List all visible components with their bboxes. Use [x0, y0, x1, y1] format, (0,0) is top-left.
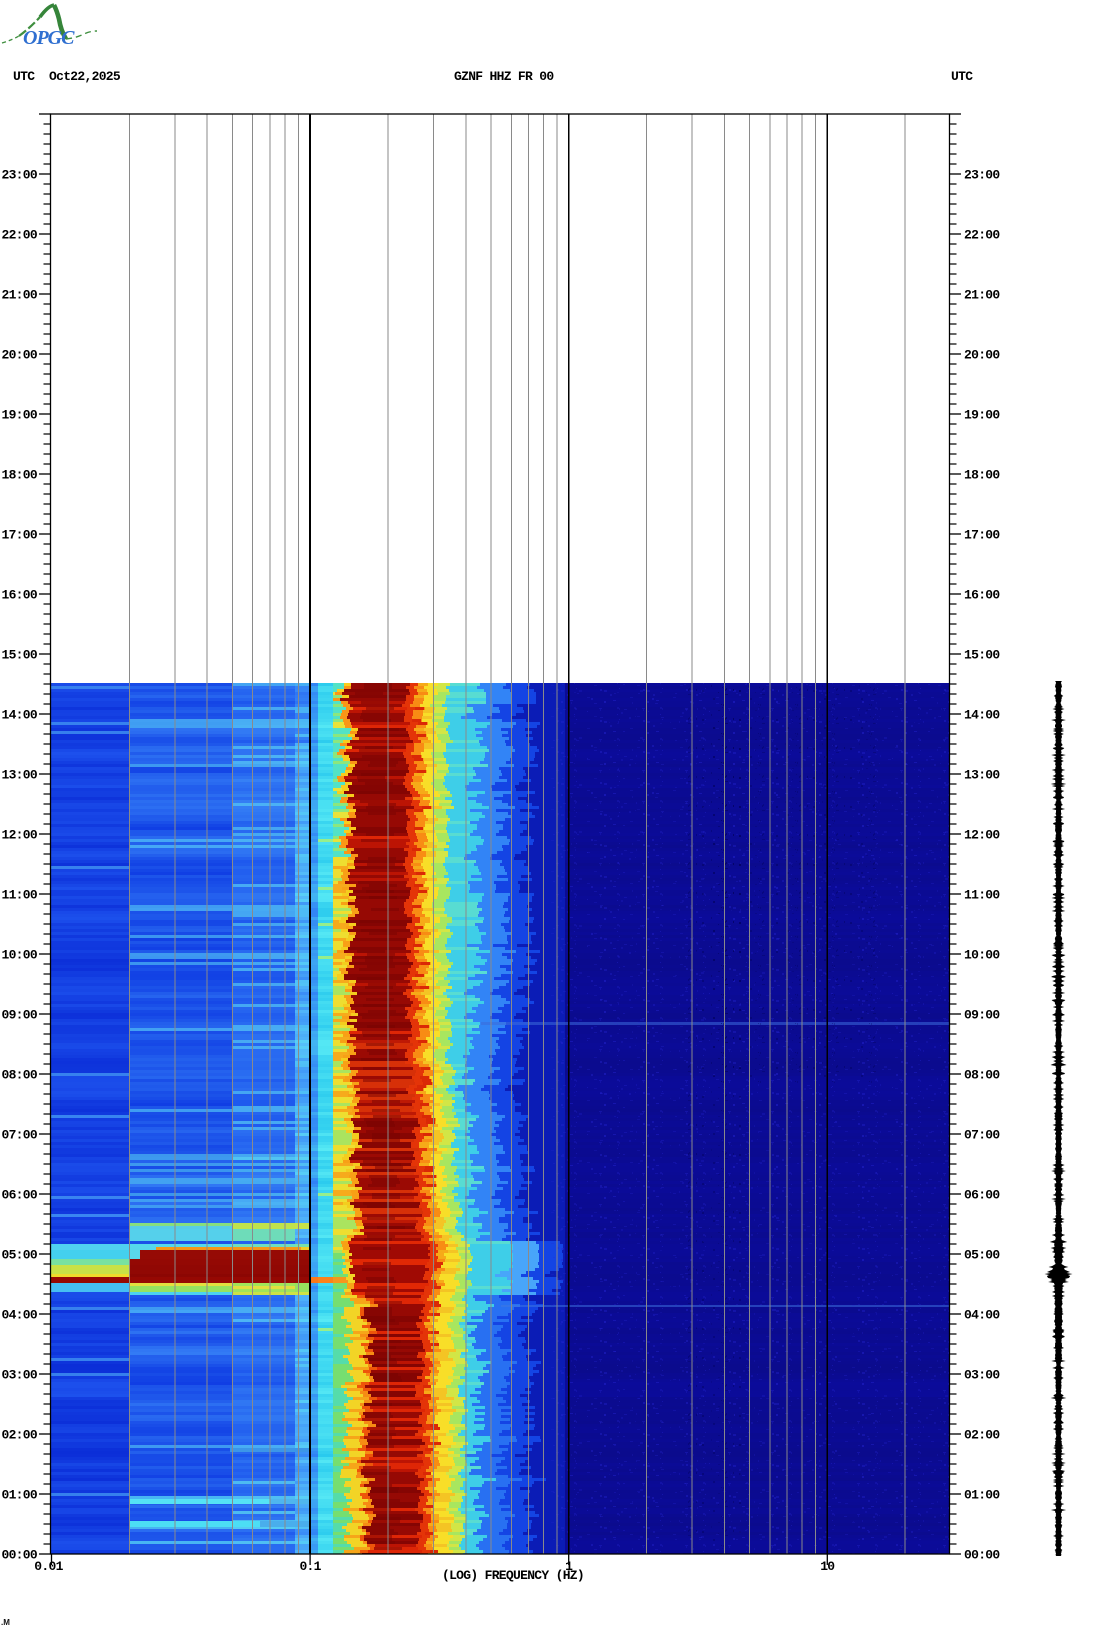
svg-text:OPGC: OPGC [23, 27, 75, 49]
svg-text:Oct22,2025: Oct22,2025 [49, 69, 121, 84]
svg-text:UTC: UTC [13, 69, 35, 84]
svg-text:GZNF HHZ FR 00: GZNF HHZ FR 00 [454, 69, 554, 84]
svg-text:UTC: UTC [951, 69, 973, 84]
